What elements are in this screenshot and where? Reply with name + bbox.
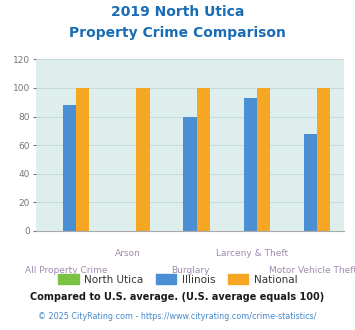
Bar [136,88,149,231]
Text: All Property Crime: All Property Crime [25,266,108,275]
Bar [304,134,317,231]
Bar [317,88,330,231]
Text: Motor Vehicle Theft: Motor Vehicle Theft [269,266,355,275]
Bar [257,88,270,231]
Text: Compared to U.S. average. (U.S. average equals 100): Compared to U.S. average. (U.S. average … [31,292,324,302]
Text: 2019 North Utica: 2019 North Utica [111,5,244,19]
Bar [63,105,76,231]
Text: Arson: Arson [115,249,141,258]
Bar [183,116,197,231]
Text: Property Crime Comparison: Property Crime Comparison [69,26,286,40]
Bar [76,88,89,231]
Text: © 2025 CityRating.com - https://www.cityrating.com/crime-statistics/: © 2025 CityRating.com - https://www.city… [38,312,317,321]
Legend: North Utica, Illinois, National: North Utica, Illinois, National [58,274,297,285]
Bar [197,88,210,231]
Bar [244,98,257,231]
Text: Burglary: Burglary [171,266,209,275]
Text: Larceny & Theft: Larceny & Theft [215,249,288,258]
